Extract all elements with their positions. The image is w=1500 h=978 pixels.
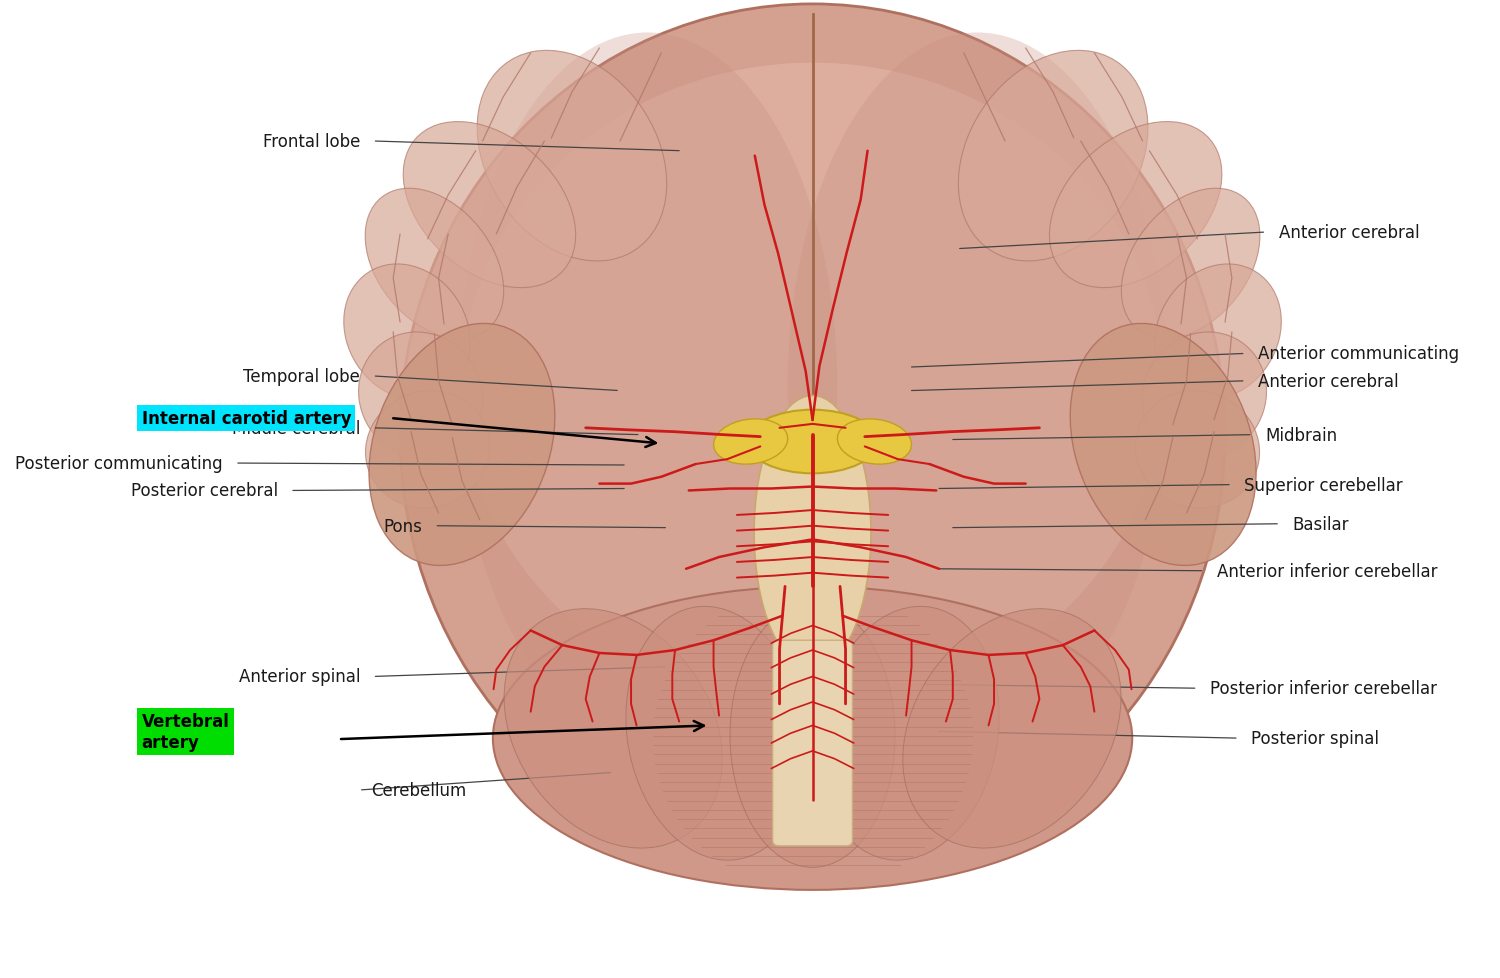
Ellipse shape [958,51,1148,262]
Ellipse shape [404,122,576,289]
Text: Cerebellum: Cerebellum [370,781,466,799]
Ellipse shape [1155,265,1281,400]
Text: Posterior communicating: Posterior communicating [15,455,222,472]
Ellipse shape [819,606,999,861]
Text: Posterior cerebral: Posterior cerebral [130,482,278,500]
Ellipse shape [1122,189,1260,339]
Ellipse shape [369,324,555,566]
Text: Pons: Pons [382,517,422,535]
Text: Temporal lobe: Temporal lobe [243,368,360,385]
Ellipse shape [837,420,912,465]
Ellipse shape [730,603,896,867]
Text: Anterior communicating: Anterior communicating [1258,345,1460,363]
Text: Midbrain: Midbrain [1264,426,1336,444]
Ellipse shape [714,420,788,465]
Text: Anterior inferior cerebellar: Anterior inferior cerebellar [1216,562,1437,580]
Ellipse shape [903,609,1120,848]
Text: Frontal lobe: Frontal lobe [262,133,360,151]
Ellipse shape [462,64,1162,709]
Ellipse shape [477,51,666,262]
Ellipse shape [788,33,1167,739]
Ellipse shape [458,33,837,739]
Ellipse shape [400,5,1226,866]
Ellipse shape [494,587,1132,890]
Ellipse shape [504,609,723,848]
Text: Middle cerebral: Middle cerebral [232,420,360,437]
Ellipse shape [747,411,878,474]
Ellipse shape [626,606,807,861]
Text: Posterior inferior cerebellar: Posterior inferior cerebellar [1210,680,1437,697]
Text: Vertebral
artery: Vertebral artery [141,712,230,751]
Text: Basilar: Basilar [1293,515,1348,533]
Text: Internal carotid artery: Internal carotid artery [141,410,351,427]
Text: Anterior cerebral: Anterior cerebral [1258,373,1398,390]
Ellipse shape [1136,391,1260,509]
Ellipse shape [1050,122,1222,289]
Ellipse shape [754,396,872,670]
Ellipse shape [364,189,504,339]
FancyBboxPatch shape [772,641,852,846]
Ellipse shape [1070,324,1256,566]
Text: Posterior spinal: Posterior spinal [1251,730,1378,747]
Ellipse shape [344,265,470,400]
Text: Anterior cerebral: Anterior cerebral [1278,224,1419,242]
Ellipse shape [1143,333,1266,460]
Ellipse shape [366,391,489,509]
Ellipse shape [358,333,483,460]
Text: Anterior spinal: Anterior spinal [238,668,360,686]
Text: Superior cerebellar: Superior cerebellar [1245,476,1403,494]
